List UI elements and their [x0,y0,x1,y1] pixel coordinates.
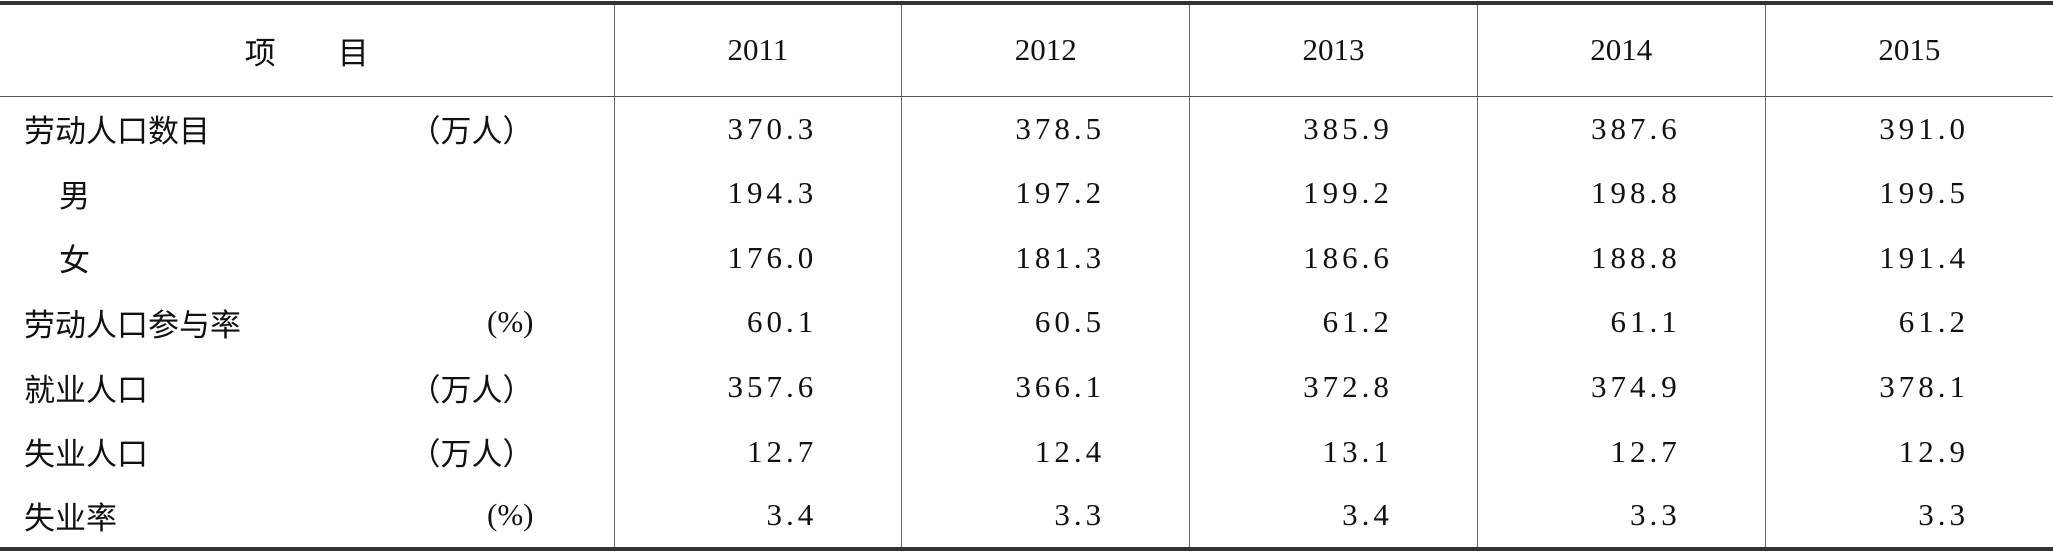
value-cell: 3.3 [1764,484,2053,551]
table-row: 劳动人口参与率 (%) 60.1 60.5 61.2 61.1 61.2 [0,290,2053,355]
item-header: 项 目 [0,1,614,97]
row-unit: （万人） [409,437,534,473]
label-cell: 女 [0,225,614,290]
value-cell: 3.4 [1189,484,1478,551]
label-cell: 男 [0,161,614,226]
value-cell: 378.1 [1764,354,2053,420]
table-row: 就业人口 （万人） 357.6 366.1 372.8 374.9 378.1 [0,354,2053,420]
row-unit: (%) [487,304,534,340]
value-cell: 385.9 [1189,96,1478,161]
label-wrap: 劳动人口数目 （万人） [0,106,614,151]
row-unit: （万人） [409,372,534,408]
value-cell: 3.3 [901,484,1190,551]
table-row: 女 176.0 181.3 186.6 188.8 191.4 [0,225,2053,291]
label-wrap: 男 [0,171,614,216]
year-header: 2012 [901,1,1190,97]
value-cell: 12.7 [613,419,902,485]
value-cell: 374.9 [1476,354,1766,420]
value-cell: 199.2 [1189,160,1478,226]
row-label: 劳动人口数目 [24,114,210,150]
label-cell: 失业人口 （万人） [0,419,614,484]
value-cell: 12.9 [1764,419,2053,485]
value-cell: 387.6 [1476,96,1766,161]
header-row: 项 目 2011 2012 2013 2014 2015 [0,1,2053,97]
value-cell: 13.1 [1189,419,1478,485]
table-row: 劳动人口数目 （万人） 370.3 378.5 385.9 387.6 391.0 [0,96,2053,161]
year-header: 2015 [1764,1,2053,97]
value-cell: 60.1 [613,290,902,355]
value-cell: 372.8 [1189,354,1478,420]
year-header: 2014 [1476,1,1766,97]
value-cell: 186.6 [1189,225,1478,291]
value-cell: 197.2 [901,160,1190,226]
label-cell: 劳动人口数目 （万人） [0,96,614,161]
table-row: 男 194.3 197.2 199.2 198.8 199.5 [0,160,2053,226]
label-cell: 劳动人口参与率 (%) [0,290,614,355]
value-cell: 61.2 [1189,290,1478,355]
value-cell: 61.1 [1476,290,1766,355]
value-cell: 191.4 [1764,225,2053,291]
value-cell: 378.5 [901,96,1190,161]
row-label: 女 [59,243,90,279]
row-unit: (%) [487,497,534,533]
label-wrap: 就业人口 （万人） [0,365,614,410]
year-header: 2013 [1189,1,1478,97]
row-label: 就业人口 [24,372,148,408]
value-cell: 199.5 [1764,160,2053,226]
table-row: 失业人口 （万人） 12.7 12.4 13.1 12.7 12.9 [0,419,2053,485]
table-body: 劳动人口数目 （万人） 370.3 378.5 385.9 387.6 391.0 男 194.… [0,96,2053,551]
label-cell: 就业人口 （万人） [0,355,614,420]
value-cell: 181.3 [901,225,1190,291]
label-wrap: 劳动人口参与率 (%) [0,300,614,345]
value-cell: 188.8 [1476,225,1766,291]
row-label: 男 [59,178,90,214]
label-cell: 失业率 (%) [0,484,614,551]
label-wrap: 失业人口 （万人） [0,429,614,474]
value-cell: 194.3 [613,160,902,226]
label-wrap: 失业率 (%) [0,493,614,538]
value-cell: 61.2 [1764,290,2053,355]
table-row: 失业率 (%) 3.4 3.3 3.4 3.3 3.3 [0,484,2053,551]
value-cell: 12.4 [901,419,1190,485]
value-cell: 60.5 [901,290,1190,355]
row-unit: （万人） [409,114,534,150]
year-header: 2011 [613,1,902,97]
value-cell: 357.6 [613,354,902,420]
row-label: 劳动人口参与率 [24,307,241,343]
value-cell: 391.0 [1764,96,2053,161]
value-cell: 366.1 [901,354,1190,420]
value-cell: 3.4 [613,484,902,551]
value-cell: 176.0 [613,225,902,291]
label-wrap: 女 [0,235,614,280]
value-cell: 370.3 [613,96,902,161]
value-cell: 12.7 [1476,419,1766,485]
row-label: 失业率 [24,500,117,536]
value-cell: 198.8 [1476,160,1766,226]
value-cell: 3.3 [1476,484,1766,551]
row-label: 失业人口 [24,437,148,473]
